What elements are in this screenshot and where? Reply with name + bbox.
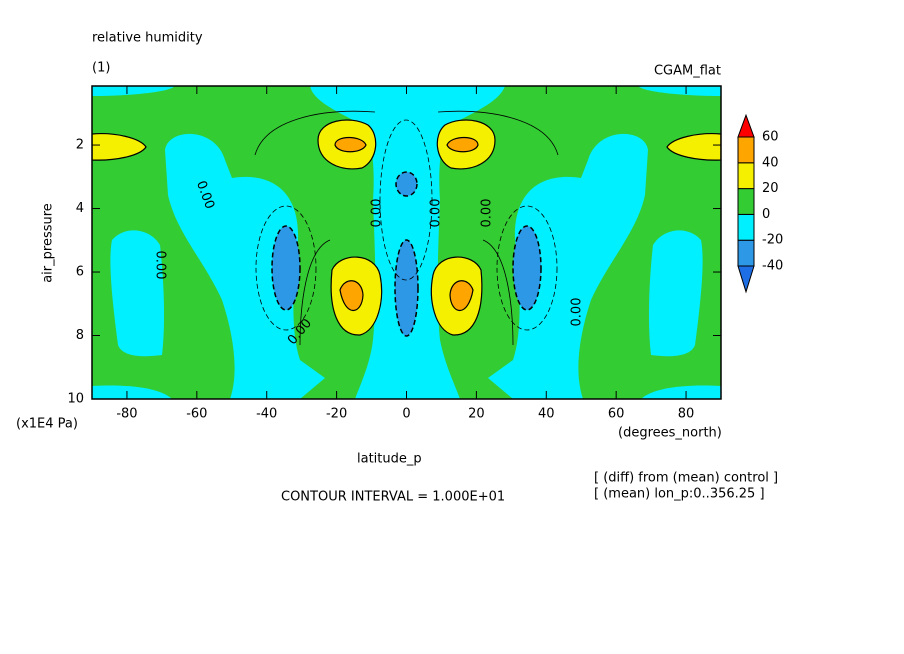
- y-axis-unit: (x1E4 Pa): [16, 417, 78, 432]
- contour-fill: [446, 136, 479, 153]
- contour-fill: [271, 225, 301, 311]
- contour-fill: [641, 385, 721, 399]
- contour-line: [255, 205, 317, 331]
- contour-fill: [488, 133, 648, 399]
- contour-fill: [648, 230, 703, 357]
- colorbar-segment: [737, 113, 755, 138]
- x-axis-unit: (degrees_north): [618, 426, 722, 441]
- annotation: [ (mean) lon_p:0..356.25 ]: [594, 487, 765, 502]
- plot-area: 0.000.000.000.00 0.00 0.000.00: [92, 86, 721, 399]
- x-tick-label: -20: [326, 407, 347, 422]
- y-tick-label: 4: [76, 201, 84, 216]
- y-axis-label: air_pressure: [41, 203, 56, 283]
- x-tick-label: 60: [608, 407, 625, 422]
- colorbar-segment: [737, 188, 755, 215]
- colorbar-segment: [737, 265, 755, 294]
- annotation: [ (diff) from (mean) control ]: [594, 471, 778, 486]
- y-tick-label: 10: [67, 392, 84, 407]
- contour-label: 0.00: [429, 199, 444, 228]
- colorbar-segment: [737, 136, 755, 164]
- contour-fill: [449, 280, 474, 311]
- colorbar-segment: [737, 213, 755, 241]
- annotation: CONTOUR INTERVAL = 1.000E+01: [281, 490, 505, 505]
- x-tick-label: 20: [468, 407, 485, 422]
- contour-line: [482, 239, 514, 346]
- contour-label: 0.00: [570, 298, 585, 327]
- contour-line: [437, 110, 559, 156]
- x-tick-label: 40: [538, 407, 555, 422]
- contour-fill: [394, 239, 419, 337]
- x-tick-label: -60: [186, 407, 207, 422]
- x-tick-label: 0: [402, 407, 410, 422]
- contour-label: 0.00: [480, 199, 495, 228]
- contour-fill: [512, 225, 542, 311]
- contour-line: [379, 119, 433, 281]
- colorbar-label: 40: [762, 155, 779, 170]
- contour-fill: [638, 86, 721, 96]
- contour-fill: [165, 133, 325, 399]
- x-tick-label: -40: [256, 407, 277, 422]
- y-tick-label: 6: [76, 265, 84, 280]
- contour-fill: [92, 86, 175, 96]
- contour-fill: [395, 171, 418, 197]
- contour-fill: [110, 230, 165, 357]
- contour-fill: [339, 280, 364, 311]
- contour-fill: [92, 133, 147, 161]
- colorbar-label: 20: [762, 181, 779, 196]
- colorbar-label: -20: [762, 233, 783, 248]
- contour-fill: [666, 133, 721, 161]
- x-tick-label: 80: [678, 407, 695, 422]
- colorbar-label: 60: [762, 130, 779, 145]
- contour-fill: [334, 136, 367, 153]
- colorbar-label: -40: [762, 259, 783, 274]
- contour-fill: [92, 385, 172, 399]
- y-tick-label: 8: [76, 328, 84, 343]
- contour-line: [299, 239, 331, 346]
- colorbar-segment: [737, 239, 755, 267]
- contour-line: [496, 205, 558, 331]
- contour-label: 0.00: [370, 199, 385, 228]
- chart-subtitle: (1): [92, 61, 110, 76]
- contour-line: [254, 110, 376, 156]
- x-tick-label: -80: [116, 407, 137, 422]
- x-axis-label: latitude_p: [357, 452, 422, 467]
- dataset-label: CGAM_flat: [654, 64, 721, 79]
- colorbar-segment: [737, 162, 755, 190]
- y-tick-label: 2: [76, 138, 84, 153]
- contour-label: 0.00: [153, 251, 168, 280]
- chart-title: relative humidity: [92, 31, 203, 46]
- colorbar-label: 0: [762, 207, 770, 222]
